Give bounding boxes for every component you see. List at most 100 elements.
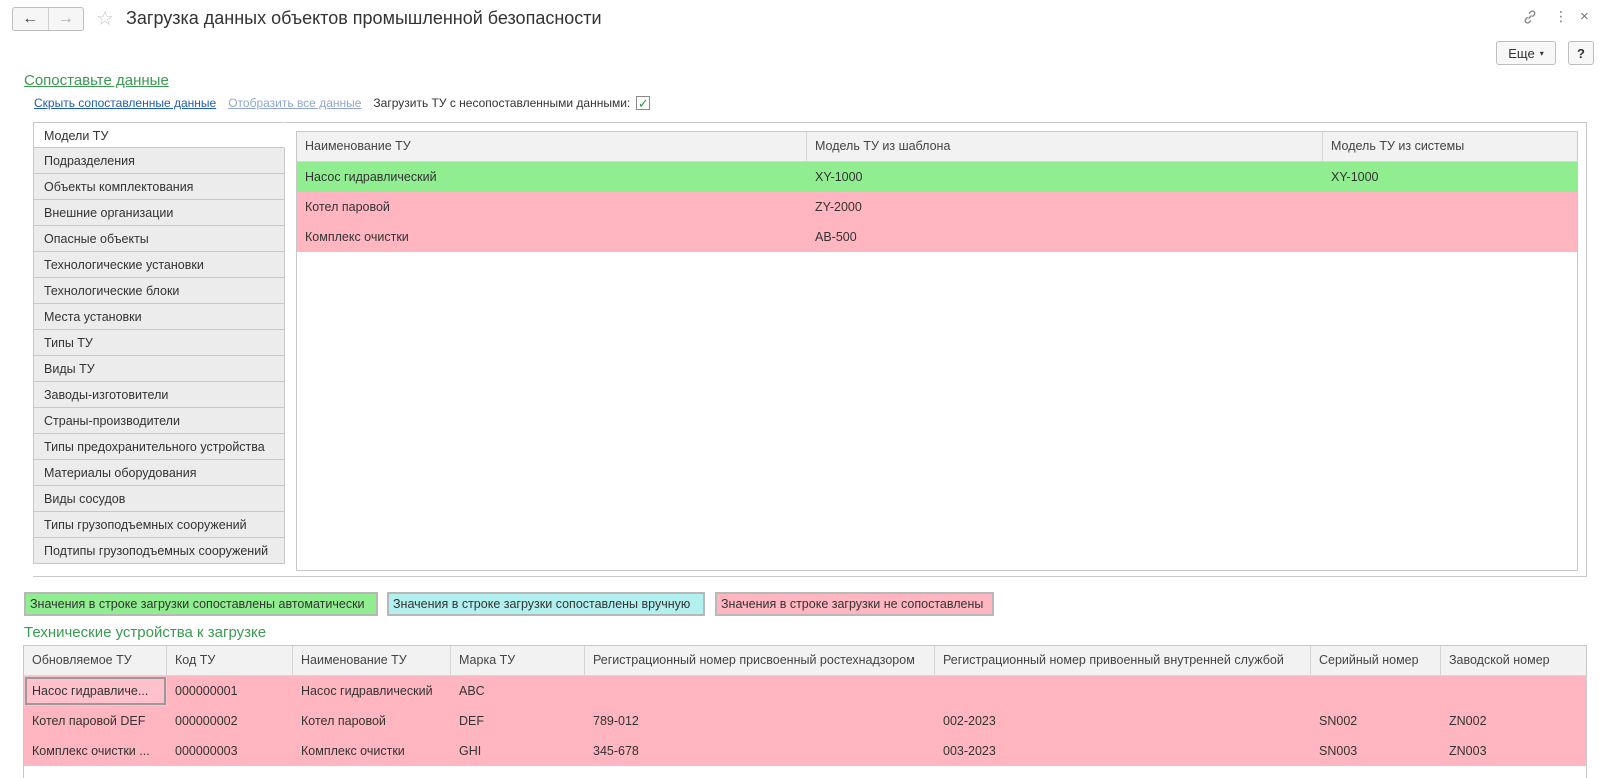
table-cell: SN002 <box>1319 714 1358 728</box>
updated-device-cell[interactable]: Котел паровой DEF <box>32 714 146 728</box>
updated-device-cell[interactable]: Насос гидравличе... <box>24 676 167 706</box>
tab-tech-installations[interactable]: Технологические установки <box>33 252 285 278</box>
more-vertical-icon[interactable]: ⋮ <box>1554 8 1568 24</box>
page-title: Загрузка данных объектов промышленной бе… <box>126 8 602 28</box>
table-cell: XY-1000 <box>815 170 863 184</box>
table-row[interactable]: Котел паровой ZY-2000 <box>297 192 1577 222</box>
column-header[interactable]: Серийный номер <box>1311 646 1441 675</box>
table-cell <box>1323 192 1577 222</box>
load-unmatched-checkbox[interactable]: ✓ <box>636 95 651 111</box>
table-cell <box>585 676 935 706</box>
table-cell <box>1441 676 1586 706</box>
navigation-buttons: ← → <box>12 7 84 31</box>
tab-hazardous-objects[interactable]: Опасные объекты <box>33 226 285 252</box>
table-cell: Котел паровой <box>305 200 390 214</box>
mapping-panel <box>33 122 1587 577</box>
chevron-down-icon: ▾ <box>1539 48 1544 58</box>
table-cell: GHI <box>459 744 482 758</box>
table-row[interactable]: Комплекс очистки ... 000000003 Комплекс … <box>24 736 1586 766</box>
tab-device-types[interactable]: Типы ТУ <box>33 330 285 356</box>
link-icon-svg <box>1524 10 1536 24</box>
column-header[interactable]: Марка ТУ <box>451 646 585 675</box>
legend-unmatched: Значения в строке загрузки не сопоставле… <box>715 592 994 616</box>
table-cell: SN003 <box>1319 744 1358 758</box>
tab-countries[interactable]: Страны-производители <box>33 408 285 434</box>
column-header[interactable]: Модель ТУ из системы <box>1331 139 1465 153</box>
table-cell <box>1311 676 1441 706</box>
table-row[interactable]: Насос гидравличе... 000000001 Насос гидр… <box>24 676 1586 706</box>
tab-models[interactable]: Модели ТУ <box>33 122 285 148</box>
column-header[interactable]: Наименование ТУ <box>297 132 807 161</box>
link-icon[interactable] <box>1522 9 1538 29</box>
column-header[interactable]: Наименование ТУ <box>293 646 451 675</box>
tab-lifting-types[interactable]: Типы грузоподъемных сооружений <box>33 512 285 538</box>
tab-equipment-materials[interactable]: Материалы оборудования <box>33 460 285 486</box>
show-all-link[interactable]: Отобразить все данные <box>228 96 362 110</box>
table-row[interactable]: Котел паровой DEF 000000002 Котел парово… <box>24 706 1586 736</box>
close-icon[interactable]: × <box>1580 8 1589 25</box>
table-cell <box>1323 222 1577 252</box>
tab-lifting-subtypes[interactable]: Подтипы грузоподъемных сооружений <box>33 538 285 564</box>
column-header[interactable]: Регистрационный номер привоенный внутрен… <box>935 646 1311 675</box>
table-cell: XY-1000 <box>1331 170 1379 184</box>
table-cell: 003-2023 <box>943 744 996 758</box>
table-cell: 000000001 <box>175 684 238 698</box>
tab-departments[interactable]: Подразделения <box>33 148 285 174</box>
column-header[interactable]: Обновляемое ТУ <box>24 646 167 675</box>
table-cell: 000000003 <box>175 744 238 758</box>
updated-device-cell[interactable]: Комплекс очистки ... <box>32 744 150 758</box>
help-button[interactable]: ? <box>1568 41 1594 65</box>
tab-safety-device-types[interactable]: Типы предохранительного устройства <box>33 434 285 460</box>
column-header[interactable]: Модель ТУ из шаблона <box>807 132 1323 161</box>
table-cell: Котел паровой <box>301 714 386 728</box>
favorite-star-icon[interactable]: ☆ <box>96 8 114 30</box>
tab-staffing-objects[interactable]: Объекты комплектования <box>33 174 285 200</box>
tab-tech-blocks[interactable]: Технологические блоки <box>33 278 285 304</box>
table-cell: Комплекс очистки <box>301 744 405 758</box>
back-button[interactable]: ← <box>13 8 49 30</box>
table-cell: Насос гидравлический <box>305 170 437 184</box>
more-button[interactable]: Еще ▾ <box>1496 41 1556 65</box>
table-cell: ZY-2000 <box>815 200 862 214</box>
more-button-label: Еще <box>1508 45 1535 61</box>
table-cell: Комплекс очистки <box>305 230 409 244</box>
arrow-right-icon: → <box>57 10 74 27</box>
table-row[interactable]: Насос гидравлический XY-1000 XY-1000 <box>297 162 1577 192</box>
table-cell: 789-012 <box>593 714 639 728</box>
table-cell: DEF <box>459 714 484 728</box>
devices-section-title: Технические устройства к загрузке <box>24 624 267 641</box>
mapping-section-title: Сопоставьте данные <box>24 72 169 89</box>
table-cell: ZN002 <box>1449 714 1487 728</box>
window-header: ← → ☆ Загрузка данных объектов промышлен… <box>0 0 1600 40</box>
checkmark-icon: ✓ <box>637 95 649 111</box>
table-cell: ABC <box>459 684 485 698</box>
hide-matched-link[interactable]: Скрыть сопоставленные данные <box>34 96 217 110</box>
table-cell: 000000002 <box>175 714 238 728</box>
tab-vessel-kinds[interactable]: Виды сосудов <box>33 486 285 512</box>
forward-button[interactable]: → <box>49 8 84 30</box>
tab-install-places[interactable]: Места установки <box>33 304 285 330</box>
arrow-left-icon: ← <box>22 10 39 27</box>
column-header[interactable]: Регистрационный номер присвоенный ростех… <box>585 646 935 675</box>
tab-device-kinds[interactable]: Виды ТУ <box>33 356 285 382</box>
column-header[interactable]: Заводской номер <box>1449 653 1550 667</box>
column-header[interactable]: Код ТУ <box>167 646 293 675</box>
mapping-toolbar: Скрыть сопоставленные данные Отобразить … <box>34 95 651 111</box>
devices-grid: Обновляемое ТУ Код ТУ Наименование ТУ Ма… <box>23 645 1587 778</box>
table-row[interactable]: Комплекс очистки AB-500 <box>297 222 1577 252</box>
table-cell <box>935 676 1311 706</box>
table-cell: 345-678 <box>593 744 639 758</box>
table-cell: AB-500 <box>815 230 857 244</box>
mapping-grid-header: Наименование ТУ Модель ТУ из шаблона Мод… <box>297 132 1577 162</box>
table-cell: Насос гидравлический <box>301 684 433 698</box>
table-cell: ZN003 <box>1449 744 1487 758</box>
legend-auto-matched: Значения в строке загрузки сопоставлены … <box>24 592 378 616</box>
load-unmatched-label: Загрузить ТУ с несопоставленными данными… <box>373 96 631 110</box>
mapping-tabs: Модели ТУ Подразделения Объекты комплект… <box>33 122 285 564</box>
legend-manual-matched: Значения в строке загрузки сопоставлены … <box>387 592 705 616</box>
tab-external-orgs[interactable]: Внешние организации <box>33 200 285 226</box>
devices-grid-header: Обновляемое ТУ Код ТУ Наименование ТУ Ма… <box>24 646 1586 676</box>
table-cell: 002-2023 <box>943 714 996 728</box>
tab-manufacturers[interactable]: Заводы-изготовители <box>33 382 285 408</box>
mapping-grid: Наименование ТУ Модель ТУ из шаблона Мод… <box>296 131 1578 571</box>
